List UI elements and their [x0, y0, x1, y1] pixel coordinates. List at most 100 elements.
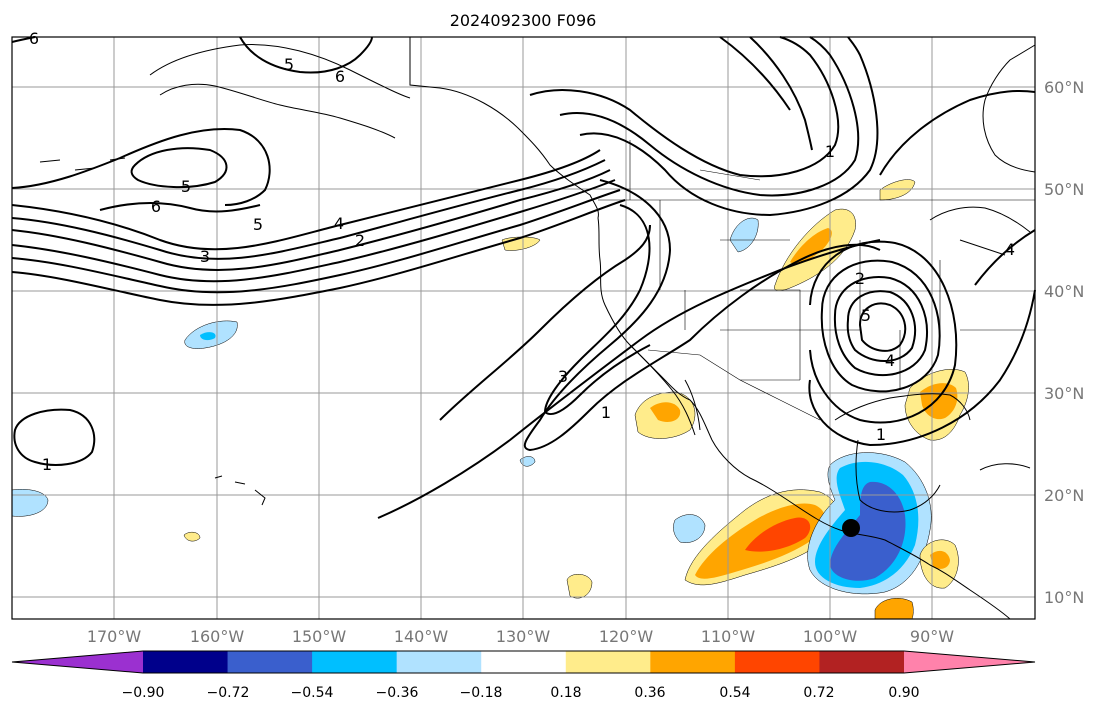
cuba-coast	[979, 463, 1031, 471]
contour-closed-1-west	[13, 408, 96, 466]
colorbar-extend-high	[904, 651, 1035, 673]
anomaly-fills	[11, 179, 969, 620]
colorbar-tick-label: −0.36	[376, 685, 419, 701]
colorbar-segment	[396, 651, 482, 673]
contour-ridge-3	[579, 36, 879, 217]
contour-label: 6	[151, 197, 161, 216]
contour-east-edge	[974, 229, 1036, 286]
colorbar-tick-label: 0.18	[550, 685, 581, 701]
latitude-labels: 60°N 50°N 40°N 30°N 20°N 10°N	[1044, 78, 1084, 607]
contour-ridge-2	[559, 36, 860, 197]
contour-1-long	[377, 239, 881, 519]
orange-fill-camerica	[930, 550, 950, 569]
contour-jet-6	[11, 199, 626, 306]
orange-fill-plains	[790, 228, 832, 265]
alaska-peninsula	[159, 83, 396, 139]
contour-label: 1	[876, 425, 886, 444]
contour-6-north	[11, 128, 271, 206]
contour-trough-3	[543, 204, 651, 415]
baja-california	[629, 344, 701, 436]
lon-label: 150°W	[292, 627, 347, 646]
colorbar-tick-label: 0.72	[803, 685, 834, 701]
contour-low-1	[809, 240, 958, 424]
colorbar-segment	[565, 651, 651, 673]
cold-fill-strong	[830, 481, 906, 581]
colorbar-extend-low	[12, 651, 143, 673]
warm-blob-south	[566, 574, 593, 599]
contour-label: 2	[355, 231, 365, 250]
colorbar-segments	[11, 650, 1036, 674]
lat-label: 10°N	[1044, 588, 1084, 607]
contour-label: 6	[335, 67, 345, 86]
contour-label: 3	[558, 367, 568, 386]
coastlines	[39, 37, 1036, 620]
colorbar-outline	[11, 650, 1036, 674]
lon-label: 160°W	[190, 627, 245, 646]
contour-trough-outer	[439, 224, 651, 421]
colorbar-tick-label: −0.72	[207, 685, 250, 701]
orange-fill-gulf	[920, 383, 958, 420]
contour-northeast	[879, 89, 1036, 176]
contour-closed-5	[130, 147, 228, 189]
storm-center-dot	[842, 519, 860, 537]
colorbar-segment	[312, 651, 398, 673]
contour-jet-1	[11, 149, 601, 251]
colorbar-segment	[734, 651, 820, 673]
colorbar-tick-label: 0.54	[719, 685, 750, 701]
contour-lines	[11, 36, 1036, 519]
west-coast-mexico-camerica	[597, 217, 1011, 620]
eastern-state-borders	[859, 240, 1035, 390]
colorbar-segment	[819, 651, 905, 673]
colorbar-tick-label: −0.54	[291, 685, 334, 701]
lat-label: 40°N	[1044, 282, 1084, 301]
contour-jet-5	[11, 189, 621, 294]
colorbar-tick-label: 0.90	[888, 685, 919, 701]
contour-label: 5	[253, 215, 263, 234]
colorbar-segment	[143, 651, 229, 673]
colorbar-tick-label: −0.18	[460, 685, 503, 701]
contour-top-5	[239, 36, 373, 74]
canada-province-borders	[629, 140, 761, 200]
lon-label: 170°W	[87, 627, 142, 646]
colorbar: −0.90 −0.72 −0.54 −0.36 −0.18 0.18 0.36 …	[11, 650, 1036, 701]
contour-ridge-1	[529, 36, 840, 178]
contour-low-4	[846, 290, 916, 362]
lon-label: 110°W	[701, 627, 756, 646]
lat-label: 30°N	[1044, 384, 1084, 403]
contour-jet-4	[11, 179, 616, 283]
contour-6-inner	[99, 201, 261, 213]
lon-label: 130°W	[496, 627, 551, 646]
great-lakes	[929, 206, 1031, 256]
lat-label: 20°N	[1044, 486, 1084, 505]
lon-label: 140°W	[394, 627, 449, 646]
hudson-bay-coast	[982, 44, 1036, 173]
longitude-labels: 170°W 160°W 150°W 140°W 130°W 120°W 110°…	[87, 627, 954, 646]
contour-label: 1	[825, 142, 835, 161]
contour-trough-1	[523, 179, 881, 452]
us-state-borders	[659, 200, 860, 381]
colorbar-tick-label: 0.36	[634, 685, 665, 701]
red-fill-epac	[745, 517, 811, 552]
colorbar-tick-label: −0.90	[122, 685, 165, 701]
contour-label: 4	[334, 214, 344, 233]
contour-label: 5	[284, 55, 294, 74]
lon-label: 100°W	[803, 627, 858, 646]
lon-label: 90°W	[910, 627, 954, 646]
colorbar-segment	[650, 651, 736, 673]
cold-blob-epac	[673, 514, 706, 543]
alaska-north-coast	[149, 44, 411, 99]
colorbar-segment	[227, 651, 313, 673]
colorbar-segment	[481, 651, 567, 673]
contour-label: 1	[42, 455, 52, 474]
contour-jet-2	[11, 159, 606, 260]
contour-low-3	[833, 276, 928, 377]
contour-east-1	[808, 289, 1036, 447]
contour-low-2	[820, 259, 941, 393]
orange-fill-baja	[650, 402, 681, 422]
graticule	[12, 37, 1035, 619]
us-mexico-border	[647, 349, 821, 421]
warm-blob-tiny	[183, 531, 201, 542]
gulf-coast	[834, 393, 971, 513]
lat-label: 50°N	[1044, 180, 1084, 199]
